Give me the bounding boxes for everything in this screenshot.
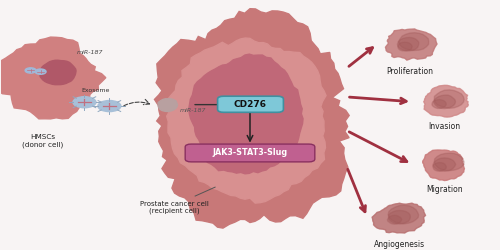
Polygon shape (386, 29, 437, 60)
Polygon shape (433, 162, 446, 171)
Text: Angiogenesis: Angiogenesis (374, 240, 425, 249)
Text: Exosome: Exosome (82, 88, 110, 92)
Polygon shape (424, 85, 469, 117)
Text: Proliferation: Proliferation (386, 67, 433, 76)
Polygon shape (433, 158, 456, 171)
Polygon shape (398, 33, 428, 50)
FancyBboxPatch shape (218, 96, 284, 112)
Polygon shape (388, 205, 418, 224)
Polygon shape (398, 42, 412, 51)
Polygon shape (0, 37, 106, 119)
Text: Prostate cancer cell
(recipient cell): Prostate cancer cell (recipient cell) (140, 201, 208, 214)
Text: JAK3-STAT3-Slug: JAK3-STAT3-Slug (212, 148, 288, 158)
Polygon shape (166, 38, 326, 203)
Polygon shape (434, 90, 464, 108)
Polygon shape (422, 150, 465, 180)
Polygon shape (434, 95, 456, 109)
Polygon shape (158, 99, 178, 112)
Polygon shape (432, 100, 446, 108)
Text: Invasion: Invasion (428, 122, 460, 131)
Polygon shape (434, 153, 464, 171)
Polygon shape (40, 60, 76, 85)
Text: miR-187: miR-187 (180, 108, 206, 113)
Polygon shape (188, 54, 303, 174)
Polygon shape (388, 210, 410, 224)
Polygon shape (388, 215, 402, 224)
Text: Migration: Migration (426, 185, 463, 194)
Circle shape (25, 68, 36, 73)
Text: CD276: CD276 (234, 100, 267, 109)
Circle shape (35, 69, 46, 74)
Polygon shape (372, 203, 426, 233)
Text: miR-187: miR-187 (76, 50, 103, 55)
Text: HMSCs
(donor cell): HMSCs (donor cell) (22, 134, 64, 148)
FancyBboxPatch shape (185, 144, 315, 162)
Polygon shape (398, 38, 419, 51)
Circle shape (73, 97, 96, 108)
Circle shape (98, 100, 121, 112)
Polygon shape (154, 9, 349, 228)
